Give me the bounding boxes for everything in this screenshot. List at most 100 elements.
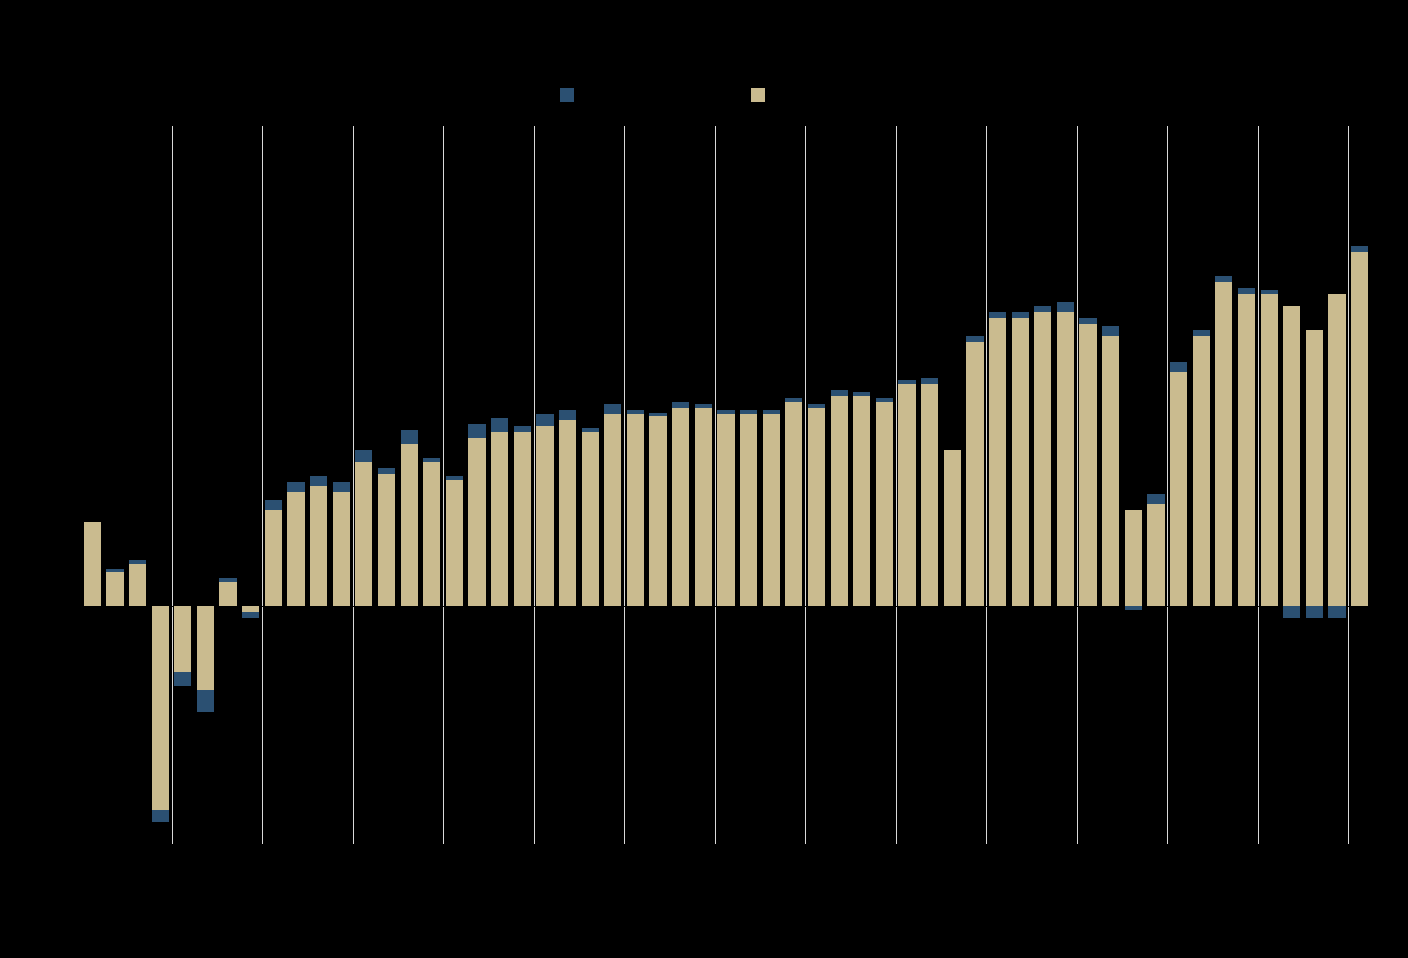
x-tick-label: 2016 [829, 851, 869, 872]
bar-series-b [1057, 312, 1074, 606]
bar-series-a [604, 404, 621, 414]
bar-series-a [785, 398, 802, 402]
bar-series-b [423, 462, 440, 606]
x-tick-label: 2017 [920, 851, 960, 872]
bar-series-b [355, 462, 372, 606]
bar-series-a [355, 450, 372, 462]
bar-slot [1280, 126, 1303, 844]
bar-series-b [1215, 282, 1232, 606]
bar-slot [556, 126, 579, 844]
x-tick-label: 2021 [1282, 851, 1322, 872]
bar-slot [1032, 126, 1055, 844]
bar-series-b [152, 606, 169, 810]
x-tick-label: 2019 [1101, 851, 1141, 872]
bar-series-a [1147, 494, 1164, 504]
bar-series-b [514, 432, 531, 606]
chart-container: Series A (dark) Series B (tan) (200)(100… [0, 0, 1408, 958]
y-tick-label: 0 [12, 595, 72, 616]
bar-slot [1009, 126, 1032, 844]
bar-series-a [1351, 246, 1368, 252]
bar-series-b [1238, 294, 1255, 606]
bar-series-a [898, 380, 915, 384]
y-tick-label: (200) [12, 835, 72, 856]
bar-series-b [695, 408, 712, 606]
bar-series-a [174, 672, 191, 686]
bar-slot [602, 126, 625, 844]
bar-series-b [1102, 336, 1119, 606]
bar-slot [1122, 126, 1145, 844]
bar-slot [850, 126, 873, 844]
bar-slot [1303, 126, 1326, 844]
bar-series-b [129, 564, 146, 606]
bar-series-a [921, 378, 938, 384]
plot-area [80, 125, 1370, 845]
x-tick-label: 2013 [558, 851, 598, 872]
bar-slot [760, 126, 783, 844]
bar-series-b [287, 492, 304, 606]
bar-series-b [944, 450, 961, 606]
legend-label-series-a: Series A (dark) [587, 85, 705, 105]
bar-series-b [219, 582, 236, 606]
bar-series-a [582, 428, 599, 432]
bar-slot [941, 126, 964, 844]
bar-series-a [1328, 606, 1345, 618]
bar-slot [1099, 126, 1122, 844]
bar-series-b [333, 492, 350, 606]
x-tick-label: 2011 [377, 851, 416, 872]
bar-slot [466, 126, 489, 844]
bar-series-b [808, 408, 825, 606]
bar-series-a [1012, 312, 1029, 318]
bar-series-a [468, 424, 485, 438]
bar-series-b [468, 438, 485, 606]
y-tick-label: 300 [12, 235, 72, 256]
bar-series-a [1057, 302, 1074, 312]
bar-series-a [1193, 330, 1210, 336]
legend-swatch-series-a [560, 88, 574, 102]
bar-series-a [129, 560, 146, 564]
bar-slot [1258, 126, 1281, 844]
bar-series-b [1147, 504, 1164, 606]
bar-series-a [627, 410, 644, 414]
bar-slot [737, 126, 760, 844]
bar-series-a [1034, 306, 1051, 312]
bar-slot [488, 126, 511, 844]
bar-series-a [265, 500, 282, 510]
bar-slot [624, 126, 647, 844]
bar-slot [126, 126, 149, 844]
bar-series-b [1351, 252, 1368, 606]
legend-label-series-b: Series B (tan) [778, 85, 888, 105]
bar-series-b [582, 432, 599, 606]
bar-slot [1145, 126, 1168, 844]
bar-series-b [831, 396, 848, 606]
bar-series-b [310, 486, 327, 606]
bar-series-a [197, 690, 214, 712]
bar-series-a [853, 392, 870, 396]
bar-series-b [401, 444, 418, 606]
bar-series-a [1102, 326, 1119, 336]
bar-slot [1054, 126, 1077, 844]
bar-series-b [536, 426, 553, 606]
bar-series-a [1079, 318, 1096, 324]
bar-series-b [1034, 312, 1051, 606]
bar-slot [1077, 126, 1100, 844]
bar-series-b [672, 408, 689, 606]
bar-series-a [876, 398, 893, 402]
bar-series-b [446, 480, 463, 606]
bar-series-a [1283, 606, 1300, 618]
bar-series-b [1328, 294, 1345, 606]
bar-series-a [1238, 288, 1255, 294]
bar-series-a [219, 578, 236, 582]
bar-slot [104, 126, 127, 844]
bar-series-a [989, 312, 1006, 318]
bar-series-a [514, 426, 531, 432]
bar-series-b [1079, 324, 1096, 606]
bar-slot [669, 126, 692, 844]
bar-slot [1348, 126, 1371, 844]
bar-series-a [808, 404, 825, 408]
bar-slot [647, 126, 670, 844]
x-tick-label: 2008 [105, 851, 145, 872]
bar-series-b [1170, 372, 1187, 606]
bar-series-a [695, 404, 712, 408]
x-tick-label: 2022 [1339, 851, 1379, 872]
bar-series-b [106, 572, 123, 606]
